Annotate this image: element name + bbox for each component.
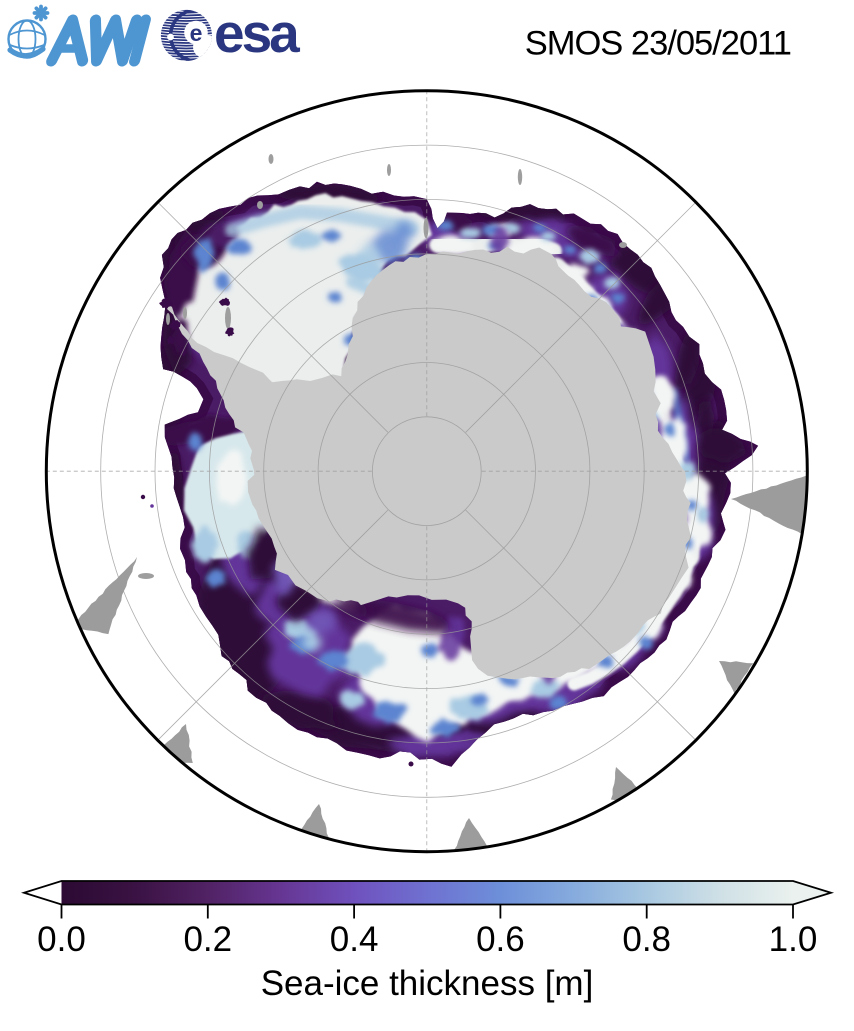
svg-text:esa: esa [214,2,300,64]
svg-text:SMOS 23/05/2011: SMOS 23/05/2011 [525,25,791,63]
svg-text:1.0: 1.0 [769,920,818,959]
svg-text:0.6: 0.6 [476,920,525,959]
svg-text:e: e [190,20,203,46]
svg-text:0.2: 0.2 [183,920,232,959]
svg-text:0.0: 0.0 [37,920,86,959]
svg-text:Sea-ice thickness [m]: Sea-ice thickness [m] [261,964,594,1003]
svg-text:0.4: 0.4 [330,920,379,959]
svg-text:0.8: 0.8 [622,920,671,959]
